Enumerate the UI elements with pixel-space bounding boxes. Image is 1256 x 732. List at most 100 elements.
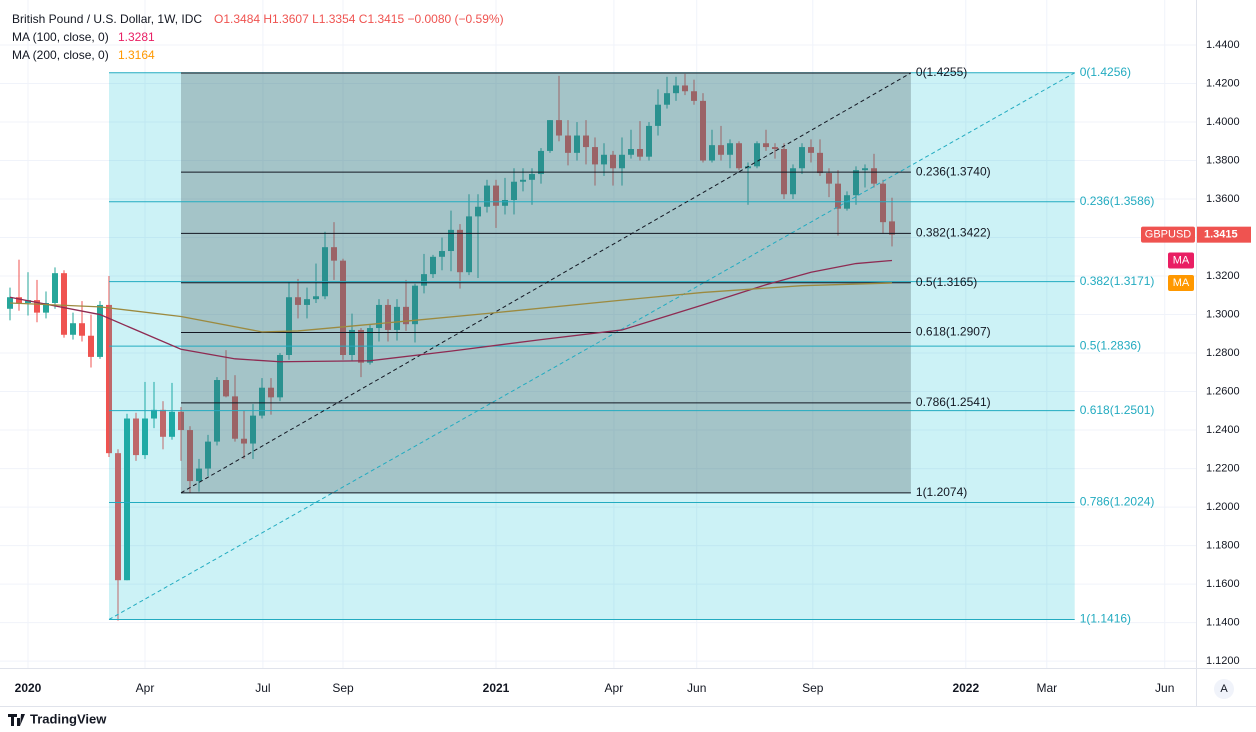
y-tick-label: 1.1400: [1206, 616, 1240, 628]
candle-body: [834, 183, 841, 209]
auto-scale-button[interactable]: [1214, 679, 1234, 699]
candle-body: [447, 229, 454, 252]
candle-body: [870, 168, 877, 184]
candle-body: [591, 147, 598, 165]
candle-body: [708, 145, 715, 161]
candle-body: [303, 299, 310, 305]
y-tick-label: 1.2400: [1206, 424, 1240, 436]
candle-body: [789, 168, 796, 195]
candle-body: [366, 328, 373, 363]
candle-body: [807, 147, 814, 153]
last-price-tag: [1197, 226, 1251, 243]
candle-body: [825, 173, 832, 184]
candle-body: [573, 135, 580, 153]
y-tick-label: 1.2600: [1206, 385, 1240, 397]
y-tick-label: 1.2800: [1206, 347, 1240, 359]
brand-name: TradingView: [30, 711, 107, 726]
candle-body: [42, 303, 49, 313]
candle-body: [618, 154, 625, 169]
fib-level-label: 0.618(1.2907): [916, 325, 991, 339]
ma-line: [9, 259, 893, 363]
candle-body: [564, 135, 571, 153]
candle-body: [888, 221, 895, 235]
x-tick-label: Sep: [802, 681, 824, 695]
auto-scale-label[interactable]: A: [1220, 683, 1228, 695]
candle-body: [852, 170, 859, 196]
chart-title: British Pound / U.S. Dollar, 1W, IDC: [12, 12, 202, 26]
candle-body: [510, 181, 517, 201]
candle-body: [276, 354, 283, 398]
candle-body: [672, 85, 679, 94]
candle-body: [861, 168, 868, 171]
candle-body: [141, 418, 148, 456]
symbol-tag-label: GBPUSD: [1145, 229, 1192, 241]
ma-tag-label: MA: [1173, 254, 1190, 266]
candle-body: [150, 409, 157, 419]
candle-body: [195, 468, 202, 482]
y-tick-label: 1.2000: [1206, 501, 1240, 513]
candle-body: [456, 229, 463, 273]
candle-body: [240, 438, 247, 444]
brand-logo: [8, 714, 25, 726]
candle-body: [51, 273, 58, 304]
fib-level-label: 0.618(1.2501): [1080, 403, 1155, 417]
fib-level-label: 1(1.2074): [916, 485, 967, 499]
candle-body: [474, 206, 481, 217]
candle-body: [267, 387, 274, 398]
candle-body: [105, 304, 112, 454]
plot-layer: 0(1.4256) 0.236(1.3586) 0.382(1.3171) 0.5(1…: [0, 0, 1196, 668]
symbol-tag: [1141, 226, 1195, 243]
candle-body: [294, 297, 301, 305]
candle-body: [168, 411, 175, 437]
candle-body: [645, 125, 652, 157]
candle-body: [420, 274, 427, 286]
fib-level-label: 0.236(1.3586): [1080, 194, 1155, 208]
candle-body: [717, 145, 724, 155]
fib-level-label: 0.236(1.3740): [916, 164, 991, 178]
candle-body: [483, 185, 490, 207]
candle-body: [285, 297, 292, 355]
x-tick-label: 2021: [483, 681, 510, 695]
y-tick-label: 1.3600: [1206, 193, 1240, 205]
y-tick-label: 1.1800: [1206, 539, 1240, 551]
candle-body: [330, 247, 337, 261]
fib-level-label: 0.382(1.3422): [916, 225, 991, 239]
y-tick-label: 1.4200: [1206, 77, 1240, 89]
candle-body: [393, 306, 400, 330]
y-tick-label: 1.4400: [1206, 39, 1240, 51]
candle-body: [411, 285, 418, 325]
y-tick-label: 1.1200: [1206, 655, 1240, 667]
candle-body: [348, 329, 355, 355]
ma-line: [9, 282, 893, 333]
fib-level-label: 0.5(1.2836): [1080, 338, 1141, 352]
x-tick-label: Sep: [332, 681, 354, 695]
ma-price-tag: [1168, 252, 1194, 269]
candle-body: [33, 300, 40, 313]
x-tick-label: Jul: [255, 681, 270, 695]
y-tick-label: 1.3200: [1206, 270, 1240, 282]
x-tick-label: Mar: [1036, 681, 1057, 695]
fib-level-label: 0(1.4255): [916, 65, 967, 79]
legend-name: MA (200, close, 0): [12, 48, 109, 62]
fib-level-label: 0.786(1.2024): [1080, 495, 1155, 509]
candle-body: [429, 256, 436, 275]
candle-body: [6, 297, 13, 309]
candle-body: [699, 100, 706, 161]
candle-body: [528, 174, 535, 180]
x-tick-label: 2020: [15, 681, 42, 695]
candle-body: [402, 306, 409, 325]
candle-body: [375, 304, 382, 329]
candle-body: [438, 251, 445, 257]
candle-body: [762, 143, 769, 148]
candle-body: [69, 323, 76, 335]
candle-body: [636, 149, 643, 157]
candle-body: [123, 418, 130, 581]
candle-body: [231, 396, 238, 439]
candle-body: [339, 260, 346, 355]
x-tick-label: Jun: [687, 681, 706, 695]
y-tick-label: 1.3000: [1206, 308, 1240, 320]
x-tick-label: Jun: [1155, 681, 1174, 695]
candle-body: [537, 150, 544, 175]
candle-body: [546, 120, 553, 151]
